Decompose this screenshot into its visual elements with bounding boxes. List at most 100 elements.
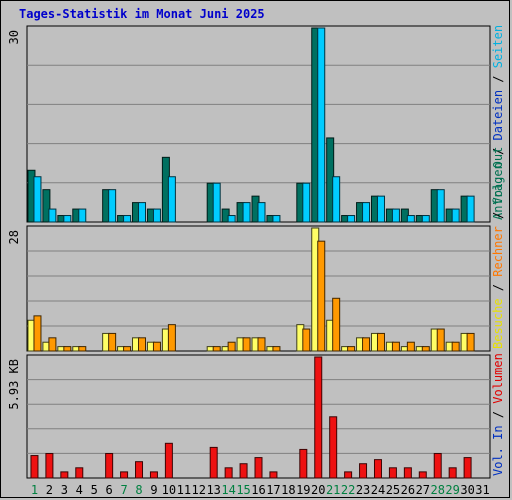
bar-seiten-day-4	[78, 208, 87, 223]
x-tick-label-day-21: 21	[326, 483, 340, 497]
bar-rechner-day-10	[167, 324, 176, 352]
bar-seiten-day-9	[152, 208, 161, 223]
bar-rechner-day-6	[108, 332, 117, 352]
x-tick-label-day-19: 19	[296, 483, 310, 497]
bar-seiten-day-22	[347, 215, 356, 223]
x-axis: 1 2 3 4 5 6 7 8 9 10 11 12 13 14 15 16 17 18 19 20 21 22 23 24 2…	[31, 483, 490, 497]
x-tick-label-day-24: 24	[371, 483, 385, 497]
legend-entry: Seiten	[491, 25, 505, 76]
chart-title: Tages-Statistik im Monat Juni 2025	[19, 7, 265, 21]
bar-rechner-day-23	[362, 337, 371, 352]
panel-top: 30 Anfragen / Dateien / Seiten	[7, 25, 505, 223]
bar-rechner-day-26	[406, 341, 415, 352]
bar-seiten-day-13	[212, 182, 221, 223]
legend-entry: Dateien	[491, 90, 505, 148]
legend-label: Vol. In / Volumen	[491, 353, 505, 476]
panel-middle-legend: Besuche / Rechner / Vol. Out	[491, 147, 505, 349]
bar-rechner-day-24	[376, 332, 385, 352]
bar-volumen-day-24	[373, 459, 382, 479]
legend-entry: Anfragen	[491, 162, 505, 220]
bar-volumen-day-7	[120, 471, 129, 479]
bar-seiten-day-29	[451, 208, 460, 223]
x-tick-label-day-16: 16	[251, 483, 265, 497]
x-tick-label-day-12: 12	[192, 483, 206, 497]
x-tick-label-day-13: 13	[206, 483, 220, 497]
bar-volumen-day-2	[45, 453, 54, 479]
legend-separator: /	[491, 76, 505, 90]
x-tick-label-day-31: 31	[475, 483, 489, 497]
bar-rechner-day-2	[48, 337, 57, 352]
bar-seiten-day-21	[332, 176, 341, 223]
bar-rechner-day-30	[466, 332, 475, 352]
legend-separator: /	[491, 284, 505, 298]
bar-rechner-day-20	[317, 240, 326, 352]
x-tick-label-day-30: 30	[460, 483, 474, 497]
bar-volumen-day-1	[30, 455, 39, 479]
x-tick-label-day-3: 3	[61, 483, 68, 497]
y-max-tick-label: 30	[7, 30, 21, 44]
bar-volumen-day-17	[269, 471, 278, 479]
x-tick-label-day-22: 22	[341, 483, 355, 497]
bar-seiten-day-3	[63, 215, 72, 223]
bar-rechner-day-9	[152, 341, 161, 352]
panel-top-legend: Anfragen / Dateien / Seiten	[491, 25, 505, 220]
bar-seiten-day-27	[421, 215, 430, 223]
bar-rechner-day-27	[421, 346, 430, 352]
x-tick-label-day-6: 6	[106, 483, 113, 497]
bar-volumen-day-14	[224, 467, 233, 479]
x-tick-label-day-27: 27	[416, 483, 430, 497]
panel-top-plot-area	[26, 25, 491, 223]
x-tick-label-day-17: 17	[266, 483, 280, 497]
bar-volumen-day-29	[448, 467, 457, 479]
bar-volumen-day-28	[433, 453, 442, 479]
legend-entry: Besuche	[491, 298, 505, 349]
bar-seiten-day-6	[108, 189, 117, 223]
x-tick-label-day-18: 18	[281, 483, 295, 497]
bar-rechner-day-19	[302, 328, 311, 352]
bar-rechner-day-8	[138, 337, 147, 352]
bar-seiten-day-20	[317, 27, 326, 223]
x-tick-label-day-20: 20	[311, 483, 325, 497]
bar-volumen-day-6	[105, 453, 114, 479]
bar-rechner-day-17	[272, 346, 281, 352]
bar-volumen-day-3	[60, 471, 69, 479]
panel-middle-plot-area	[26, 225, 491, 352]
bar-volumen-day-27	[418, 471, 427, 479]
x-tick-label-day-26: 26	[401, 483, 415, 497]
bar-seiten-day-1	[33, 176, 42, 223]
legend-label: Anfragen / Dateien / Seiten	[491, 25, 505, 220]
bar-seiten-day-30	[466, 195, 475, 223]
bar-rechner-day-29	[451, 341, 460, 352]
bar-seiten-day-14	[227, 215, 236, 223]
panel-bottom: 5.93 KB Vol. In / Volumen	[7, 353, 505, 479]
x-tick-label-day-25: 25	[386, 483, 400, 497]
bar-seiten-day-25	[391, 208, 400, 223]
x-tick-label-day-2: 2	[46, 483, 53, 497]
x-tick-label-day-4: 4	[76, 483, 83, 497]
bar-seiten-day-8	[138, 202, 147, 223]
x-tick-label-day-23: 23	[356, 483, 370, 497]
bar-rechner-day-25	[391, 341, 400, 352]
bar-seiten-day-19	[302, 182, 311, 223]
bar-rechner-day-22	[347, 346, 356, 352]
x-tick-label-day-28: 28	[430, 483, 444, 497]
bar-seiten-day-24	[376, 195, 385, 223]
bar-volumen-day-22	[344, 471, 353, 479]
bar-volumen-day-8	[135, 461, 144, 479]
x-tick-label-day-10: 10	[162, 483, 176, 497]
bar-rechner-day-4	[78, 346, 87, 352]
bar-volumen-day-23	[359, 463, 368, 479]
legend-entry: Vol. In	[491, 425, 505, 476]
bar-volumen-day-26	[403, 467, 412, 479]
panel-bottom-legend: Vol. In / Volumen	[491, 353, 505, 476]
bar-seiten-day-23	[362, 202, 371, 223]
bar-seiten-day-10	[167, 176, 176, 223]
bar-volumen-day-25	[388, 467, 397, 479]
x-tick-label-day-8: 8	[135, 483, 142, 497]
x-tick-label-day-9: 9	[150, 483, 157, 497]
bar-seiten-day-17	[272, 215, 281, 223]
bar-volumen-day-16	[254, 457, 263, 479]
